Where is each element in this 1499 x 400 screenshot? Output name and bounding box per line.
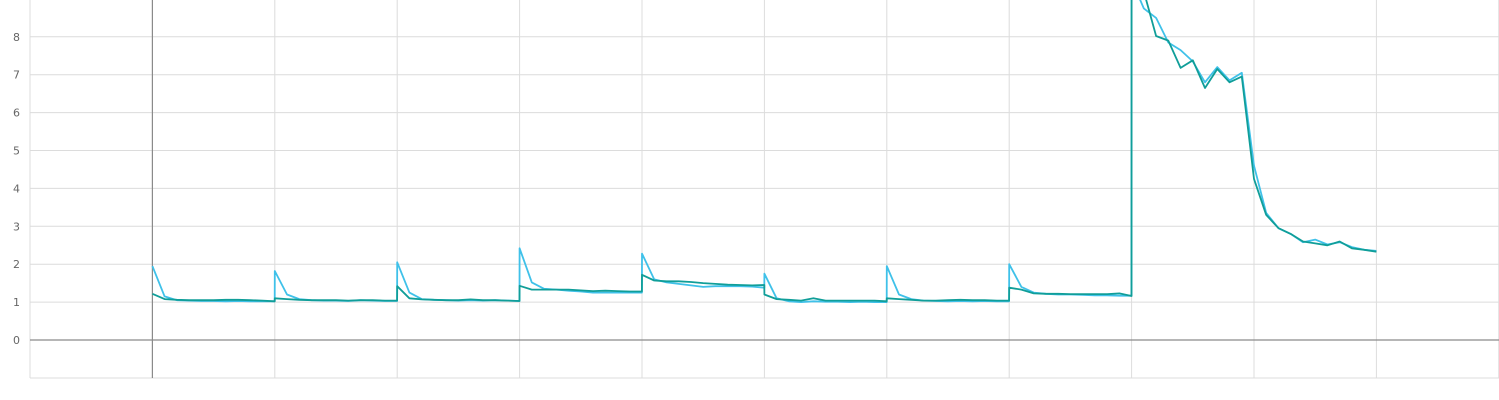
y-tick-label: 6 <box>13 107 20 120</box>
y-tick-label: 7 <box>13 69 20 82</box>
axes <box>30 0 1499 378</box>
y-tick-label: 8 <box>13 31 20 44</box>
y-tick-label: 0 <box>13 334 20 347</box>
y-tick-label: 4 <box>13 182 20 195</box>
y-tick-label: 1 <box>13 296 20 309</box>
series-lines <box>151 0 1377 303</box>
y-tick-labels: 0 1 2 3 4 5 6 7 8 <box>13 31 20 347</box>
series-line-2 <box>152 0 1377 303</box>
y-tick-label: 2 <box>13 258 20 271</box>
y-tick-label: 5 <box>13 145 20 158</box>
y-tick-label: 3 <box>13 220 20 233</box>
